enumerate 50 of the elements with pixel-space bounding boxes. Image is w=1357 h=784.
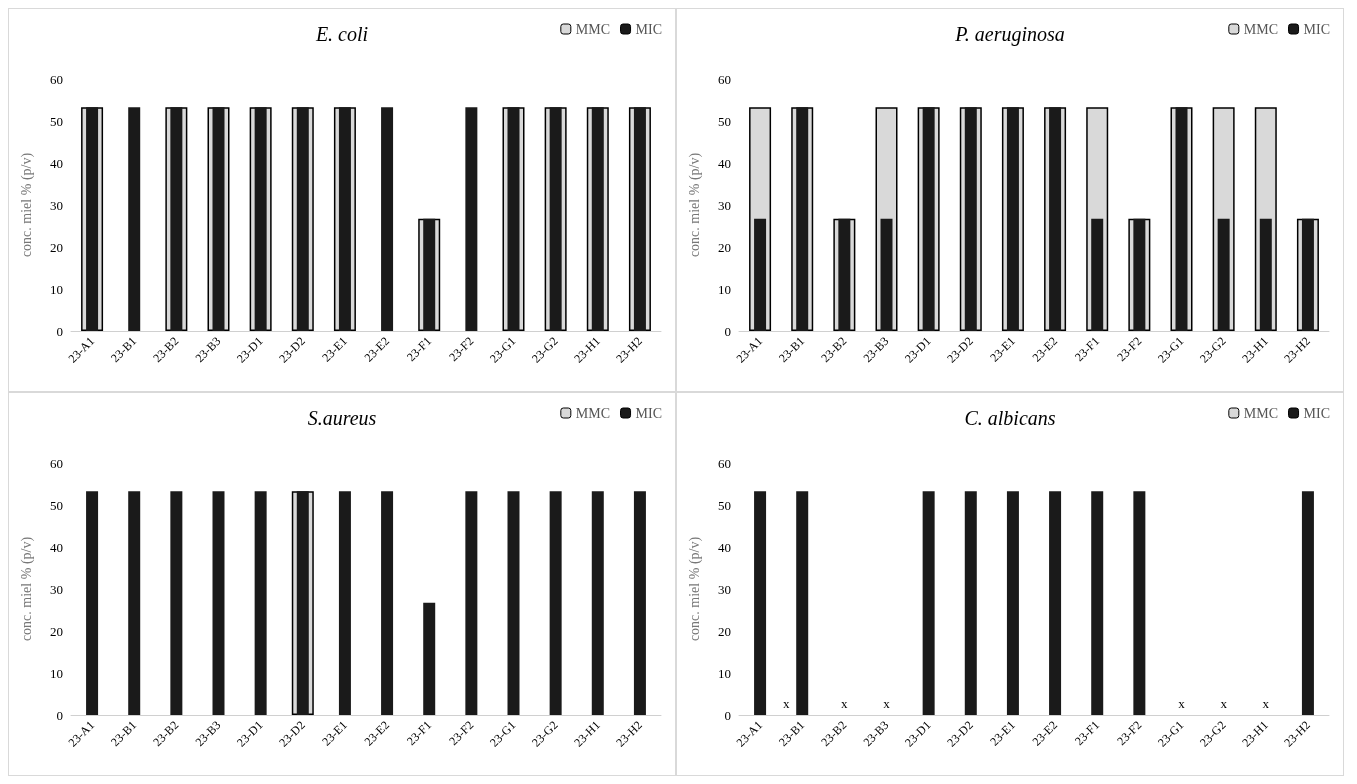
y-tick-label: 50 [718, 113, 731, 129]
y-tick-label: 30 [50, 581, 63, 597]
chart-title: C. albicans [964, 407, 1056, 429]
y-tick-label: 50 [50, 497, 63, 513]
chart-title: P. aeruginosa [954, 23, 1065, 46]
data-label: x [883, 696, 891, 711]
y-tick-label: 40 [50, 539, 63, 555]
y-tick-label: 60 [718, 455, 731, 471]
y-tick-label: 0 [56, 707, 63, 723]
y-tick-label: 20 [50, 623, 63, 639]
legend-label: MIC [1303, 21, 1330, 37]
y-tick-label: 0 [56, 323, 63, 339]
legend-label: MMC [1243, 21, 1279, 37]
y-tick-label: 40 [718, 539, 731, 555]
y-tick-label: 40 [718, 155, 731, 171]
y-tick-label: 40 [50, 155, 63, 171]
chart-title: S.aureus [307, 407, 377, 429]
y-tick-label: 50 [50, 113, 63, 129]
data-label: x [1178, 696, 1186, 711]
legend-label: MIC [1303, 405, 1330, 421]
y-tick-label: 30 [50, 197, 63, 213]
y-tick-label: 60 [718, 71, 731, 87]
y-tick-label: 20 [50, 239, 63, 255]
y-tick-label: 20 [718, 623, 731, 639]
y-tick-label: 0 [724, 707, 731, 723]
data-label: x [1262, 696, 1270, 711]
y-tick-label: 60 [50, 71, 63, 87]
y-tick-label: 60 [50, 455, 63, 471]
y-axis-title: conc. miel % (p/v) [18, 536, 35, 642]
y-tick-label: 30 [718, 581, 731, 597]
y-axis-title: conc. miel % (p/v) [18, 152, 35, 258]
y-tick-label: 10 [50, 665, 63, 681]
legend-label: MIC [635, 405, 662, 421]
legend-label: MMC [1243, 405, 1279, 421]
y-tick-label: 50 [718, 497, 731, 513]
y-tick-label: 30 [718, 197, 731, 213]
data-label: x [782, 696, 790, 711]
y-tick-label: 10 [718, 665, 731, 681]
y-axis-title: conc. miel % (p/v) [686, 536, 703, 642]
y-tick-label: 10 [718, 281, 731, 297]
y-tick-label: 20 [718, 239, 731, 255]
legend-label: MMC [575, 21, 611, 37]
y-tick-label: 0 [724, 323, 731, 339]
y-axis-title: conc. miel % (p/v) [686, 152, 703, 258]
legend-label: MIC [635, 21, 662, 37]
chart-title: E. coli [314, 23, 369, 45]
data-label: x [841, 696, 849, 711]
data-label: x [1220, 696, 1228, 711]
legend-label: MMC [575, 405, 611, 421]
y-tick-label: 10 [50, 281, 63, 297]
